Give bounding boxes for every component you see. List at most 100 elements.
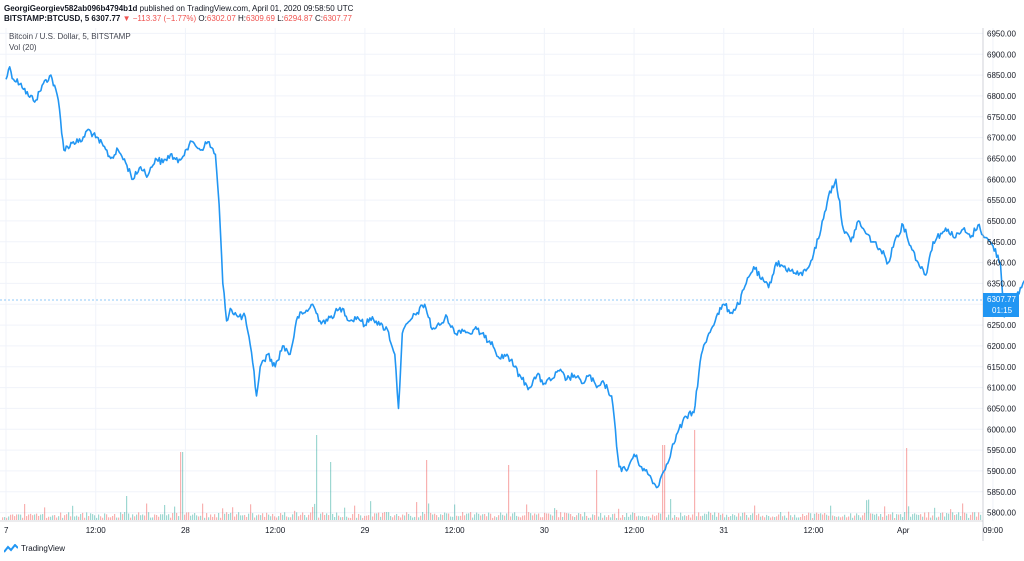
volume-bar xyxy=(332,513,334,520)
volume-bar xyxy=(336,512,338,520)
volume-bar xyxy=(544,512,546,520)
volume-bar xyxy=(410,515,412,520)
volume-bar xyxy=(364,515,366,520)
time-tick-label: 12:00 xyxy=(803,526,824,535)
close-value: 6307.77 xyxy=(323,14,352,23)
volume-bar xyxy=(412,517,414,520)
volume-bar xyxy=(850,513,852,520)
volume-bar xyxy=(928,512,930,520)
volume-bar xyxy=(256,515,258,520)
volume-bar xyxy=(180,452,182,520)
volume-bar xyxy=(716,516,718,520)
volume-bar xyxy=(324,514,326,520)
volume-bar xyxy=(358,513,360,520)
volume-bar xyxy=(598,516,600,520)
series-legend[interactable]: Bitcoin / U.S. Dollar, 5, BITSTAMP xyxy=(9,32,131,41)
volume-bar xyxy=(34,514,36,520)
volume-bar xyxy=(866,500,868,520)
volume-bar xyxy=(816,512,818,520)
volume-bar xyxy=(284,512,286,520)
volume-bar xyxy=(788,511,790,520)
volume-bar xyxy=(372,516,374,520)
volume-bar xyxy=(930,517,932,520)
volume-bar xyxy=(880,514,882,520)
volume-bar xyxy=(566,513,568,520)
volume-bar xyxy=(912,514,914,520)
volume-bar xyxy=(964,512,966,520)
volume-bar xyxy=(738,513,740,520)
volume-bar xyxy=(842,516,844,520)
volume-bar xyxy=(932,515,934,520)
volume-bar xyxy=(400,517,402,520)
volume-bar xyxy=(862,515,864,520)
volume-bar xyxy=(142,514,144,520)
volume-bar xyxy=(756,515,758,520)
volume-bar xyxy=(878,516,880,520)
volume-bar xyxy=(798,517,800,520)
volume-bar xyxy=(840,517,842,520)
volume-bar xyxy=(366,515,368,520)
time-tick-label: 31 xyxy=(719,526,728,535)
volume-bar xyxy=(28,514,30,520)
volume-bar xyxy=(74,516,76,520)
volume-bar xyxy=(442,514,444,520)
volume-bar xyxy=(66,514,68,520)
volume-bar xyxy=(68,512,70,520)
volume-bar xyxy=(64,515,66,520)
volume-bar xyxy=(950,509,952,520)
volume-bar xyxy=(510,516,512,520)
volume-bar xyxy=(240,515,242,520)
volume-bar xyxy=(482,514,484,520)
volume-bar xyxy=(780,512,782,520)
volume-bar xyxy=(640,516,642,520)
volume-bar xyxy=(918,514,920,520)
volume-bar xyxy=(830,505,832,520)
volume-bar xyxy=(24,504,26,520)
volume-bar xyxy=(858,515,860,520)
volume-bar xyxy=(662,445,664,520)
price-tick-label: 6950.00 xyxy=(987,29,1016,38)
volume-bar xyxy=(636,516,638,520)
volume-bar xyxy=(404,515,406,520)
volume-bar xyxy=(784,515,786,520)
volume-bar xyxy=(764,517,766,520)
volume-bar xyxy=(516,515,518,520)
volume-bar xyxy=(62,517,64,520)
volume-bar xyxy=(572,516,574,520)
volume-bar xyxy=(420,515,422,520)
volume-bar xyxy=(78,516,80,520)
volume-bar xyxy=(616,517,618,520)
volume-bar xyxy=(806,515,808,520)
volume-bar xyxy=(686,516,688,520)
author-name[interactable]: GeorgiGeorgiev582ab096b4794b1d xyxy=(4,4,138,13)
volume-bar xyxy=(898,514,900,520)
volume-bar xyxy=(892,512,894,520)
volume-bar xyxy=(128,513,130,520)
volume-legend[interactable]: Vol (20) xyxy=(9,43,37,52)
volume-bar xyxy=(116,517,118,520)
volume-bar xyxy=(174,506,176,520)
volume-bar xyxy=(876,513,878,520)
volume-bar xyxy=(54,515,56,520)
volume-bar xyxy=(820,513,822,520)
volume-bar xyxy=(900,514,902,520)
volume-bar xyxy=(886,515,888,520)
price-axis[interactable]: 6950.00 6900.00 6850.00 6800.00 6750.00 6700.… xyxy=(987,29,1016,517)
volume-bar xyxy=(218,512,220,520)
tradingview-logo[interactable]: TradingView xyxy=(4,544,65,553)
volume-bar xyxy=(88,516,90,520)
volume-bar xyxy=(656,515,658,520)
volume-bar xyxy=(734,515,736,520)
low-label: L: xyxy=(277,14,284,23)
volume-bar xyxy=(536,514,538,520)
volume-bar xyxy=(702,515,704,520)
volume-bar xyxy=(938,516,940,520)
volume-bar xyxy=(152,517,154,520)
volume-bar xyxy=(370,501,372,520)
volume-bar xyxy=(672,517,674,520)
volume-bar xyxy=(224,513,226,520)
volume-bar xyxy=(744,512,746,520)
time-axis[interactable]: 7 12:00 28 12:00 29 12:00 30 12:00 31 12:00 Apr 09:… xyxy=(4,526,1004,535)
volume-bar xyxy=(492,517,494,520)
